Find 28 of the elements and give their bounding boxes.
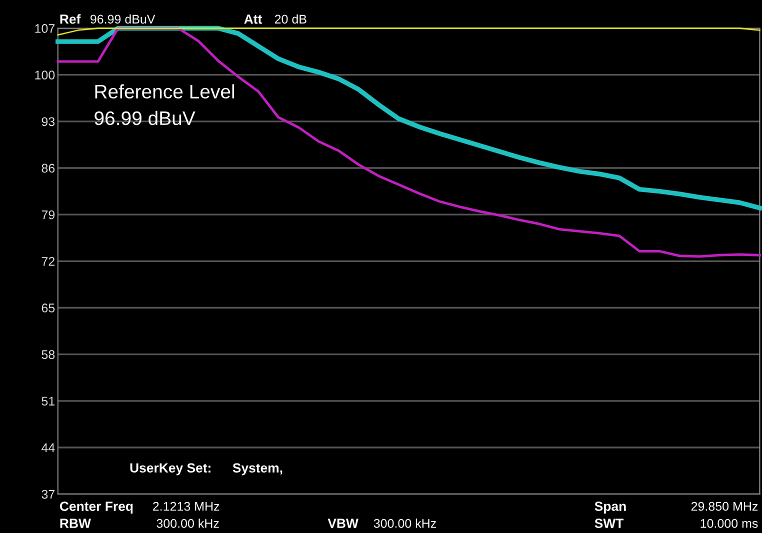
y-tick-label: 107 (35, 24, 55, 33)
text: RBW (60, 518, 91, 528)
y-tick-label: 44 (42, 443, 55, 452)
text: Span (594, 502, 626, 514)
y-tick-label: 72 (42, 256, 55, 266)
y-tick-label: 37 (42, 490, 55, 499)
y-tick-label: 58 (42, 350, 55, 359)
text: VBW (328, 518, 358, 528)
text: Ref (60, 14, 81, 24)
annotation: System, (232, 463, 282, 476)
annotation: UserKey Set: (130, 463, 210, 476)
y-tick-label: 86 (42, 164, 55, 173)
y-tick-label: 100 (35, 70, 55, 80)
y-tick-label: 93 (42, 117, 55, 126)
text: SWT (594, 518, 624, 528)
y-tick-label: 79 (42, 210, 55, 220)
y-tick-label: 51 (42, 396, 55, 406)
text: Center Freq (60, 502, 133, 514)
text: 2.1213 MHz (153, 502, 220, 511)
text: 300.00 kHz (156, 518, 219, 528)
text: 96.99 dBuV (90, 14, 156, 24)
text: Att (244, 14, 262, 24)
text: 10.000 ms (700, 518, 758, 528)
text: 300.00 kHz (374, 518, 436, 528)
annotation: Reference Level 96.99 dBuV (94, 84, 234, 126)
text: 29.850 MHz (691, 502, 758, 511)
text: 20 dB (274, 14, 306, 24)
y-tick-label: 65 (42, 304, 55, 312)
